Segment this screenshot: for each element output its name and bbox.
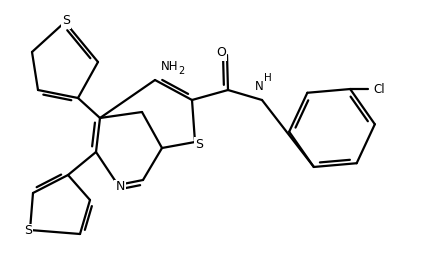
Text: N: N xyxy=(115,181,125,193)
Text: Cl: Cl xyxy=(373,83,385,95)
Text: O: O xyxy=(216,47,226,59)
Text: NH: NH xyxy=(161,61,179,73)
Text: S: S xyxy=(195,137,203,151)
Text: S: S xyxy=(24,225,32,237)
Text: S: S xyxy=(62,14,70,28)
Text: 2: 2 xyxy=(178,66,184,76)
Text: N: N xyxy=(255,80,263,92)
Text: H: H xyxy=(264,73,272,83)
